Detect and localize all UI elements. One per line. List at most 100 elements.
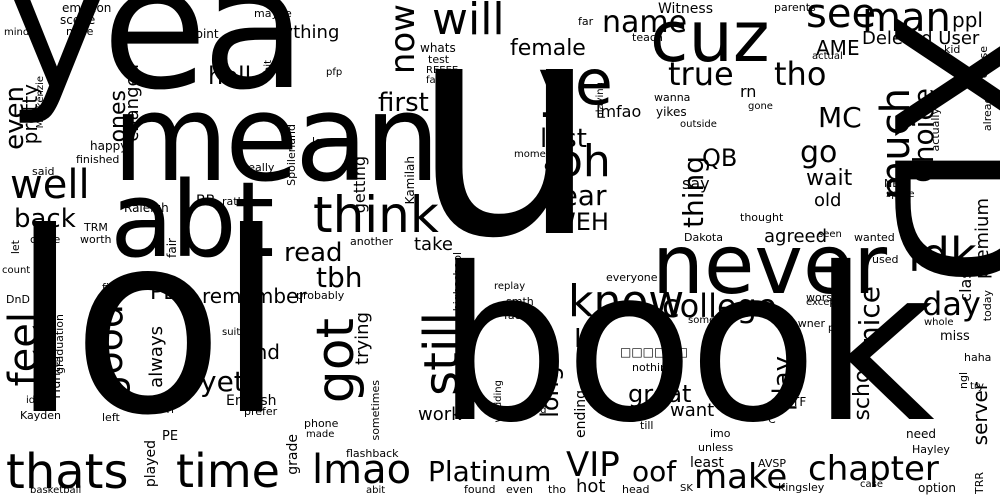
word: today [981,290,994,322]
word: chose [977,46,990,79]
word: see [806,0,877,37]
word: read [284,238,343,268]
word: yet [200,365,245,398]
word: female [510,36,586,61]
word: far [578,15,594,28]
word: yikes [656,105,687,119]
word: let [9,240,22,255]
word: yea [6,0,307,128]
word: say [682,174,710,193]
word: anything [260,22,340,43]
word: old [814,190,842,211]
word: another [350,235,394,248]
word: teach [632,31,663,44]
word: feel [1,312,47,387]
word: thing [677,156,710,229]
word: wanted [854,231,895,244]
word: Kamilah [403,156,417,205]
word: oop [544,159,569,174]
word: unless [698,441,734,454]
word: fair [165,238,179,258]
word: nice [853,286,886,345]
word: happy [90,139,128,153]
word: first [378,88,429,118]
word: day [922,285,981,323]
word: outside [680,119,717,130]
word: tho [774,55,827,93]
word: already [981,90,994,132]
word: chapter [808,449,939,489]
word: Kayden [20,409,61,422]
word: PE [162,429,179,444]
word: worth [80,233,112,246]
word: try [970,381,984,392]
word: need [906,427,936,441]
word: everyone [606,271,658,284]
word: Spoilerland [285,124,298,186]
word: least [690,455,724,471]
word: someone [688,315,734,326]
word: NB [884,177,900,190]
word: wedding [493,380,504,423]
word: point [188,27,219,41]
word: Mackenzie [35,76,46,129]
word: want [670,400,715,421]
word: rather [222,195,256,208]
word: lmao [312,447,412,493]
word: time [176,444,280,498]
word: tbh [316,261,363,294]
word: worse [806,291,839,304]
word: lmfao [596,102,642,121]
word: Witness [658,1,713,17]
word: now [383,4,423,75]
word: mean [112,70,440,209]
word: PB [150,280,179,305]
word: really [244,161,275,174]
word: made [306,429,335,440]
word: shit [263,60,274,79]
word: ending [573,390,589,439]
word: actual [812,51,843,62]
word: pfp [326,67,343,78]
word: probably [296,289,345,302]
word: remember [202,284,307,308]
word: used [872,253,899,266]
word: name [602,5,688,40]
word: SK [680,483,693,494]
word: TRM [84,221,108,234]
word: nothing [632,361,674,374]
word: look [247,250,261,275]
word: left [102,411,120,424]
word: well [10,162,90,208]
word: lol [10,179,286,470]
word: Hayley [912,443,950,456]
word: know [568,276,685,327]
word: LI [574,324,597,354]
word: thought [740,211,784,224]
word: scene [60,13,96,27]
word: AVSP [758,457,786,470]
word: TF [792,395,807,409]
word: phone [304,417,339,430]
word: last [540,124,587,154]
word: VIP [566,445,620,485]
word: man [862,0,951,41]
word: QB [702,144,738,172]
word: said [32,165,55,178]
word: wait [806,166,853,191]
word: rn [740,82,757,101]
word: love [312,135,336,148]
word: great [628,380,692,408]
word: oh [556,136,611,187]
word: hot [576,476,606,497]
word: parents [774,1,816,14]
word: English [226,393,277,409]
word: Dakota [684,231,723,244]
word: come [30,233,61,246]
word: □□□□□□ [620,345,689,359]
word: idea [26,395,48,406]
word: abt [110,159,275,281]
word: Pri [160,403,175,416]
word: count [2,265,31,276]
